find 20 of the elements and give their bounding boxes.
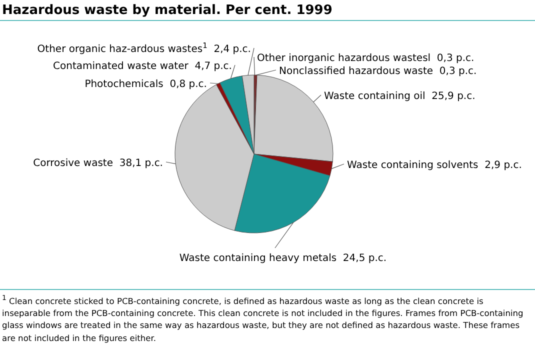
- data-label: 2,9 p.c.: [478, 160, 522, 171]
- slice-label: Waste containing heavy metals: [179, 253, 337, 264]
- slice-label: Photochemicals: [84, 79, 164, 90]
- data-label: 0,3 p.c.: [433, 66, 477, 77]
- slice-label: Waste containing solvents: [347, 160, 478, 171]
- text: $^{1}$ Clean concrete sticked to PCB-containing concrete, is defined as hazardous waste as long as the clean concrete is inseparable from the PCB-containing concrete. This clean concrete is not included in the figures. Frames from PCB-containing glass windows are treated in the same way as hazardous waste, but they are not defined as hazardous waste. These frames are not included in the figures either.: [2, 293, 524, 344]
- slice-label: Contaminated waste water: [53, 61, 190, 72]
- data-label: 4,7 p.c.: [188, 61, 232, 72]
- slice-label: Waste containing oil: [324, 91, 426, 102]
- slice-label: Corrosive waste: [33, 158, 113, 169]
- data-label: 38,1 p.c.: [112, 158, 163, 169]
- slice-label: Nonclassified hazardous waste: [279, 66, 434, 77]
- data-label: 2,4 p.c.: [207, 44, 251, 55]
- slice-label: Other inorganic hazardous wastesl: [257, 53, 431, 64]
- data-label: 0,3 p.c.: [430, 53, 474, 64]
- chart-title: Hazardous waste by material. Per cent. 1999: [2, 3, 332, 18]
- data-label: 24,5 p.c.: [336, 253, 387, 264]
- data-label: 25,9 p.c.: [425, 91, 476, 102]
- data-label: 0,8 p.c.: [163, 79, 207, 90]
- slice-label: Other organic haz-ardous wastes$^{1}$: [37, 40, 208, 55]
